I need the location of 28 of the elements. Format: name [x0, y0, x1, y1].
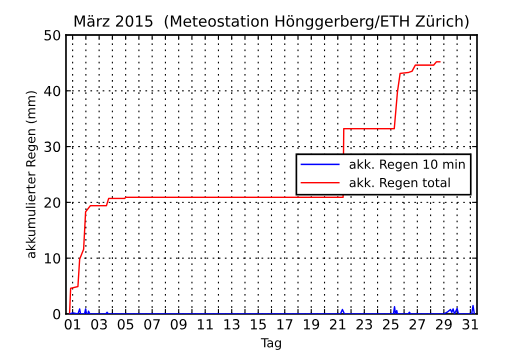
- x-tick-label: 21: [330, 319, 346, 330]
- x-tick-label: 15: [250, 319, 266, 330]
- line-series: [69, 304, 476, 314]
- y-axis-title: akkumulierter Regen (mm): [26, 91, 38, 258]
- x-tick-label: 11: [198, 319, 213, 330]
- x-tick-label: 27: [410, 319, 425, 330]
- x-tick-label: 07: [144, 319, 160, 330]
- y-tick-label: 40: [44, 86, 60, 96]
- y-tick-label: 50: [44, 30, 60, 40]
- x-tick-label: 25: [383, 319, 398, 330]
- legend-label: akk. Regen total: [350, 178, 450, 190]
- y-tick-label: 30: [44, 142, 60, 152]
- x-tick-label: 09: [170, 319, 187, 330]
- y-tick-label: 0: [53, 308, 60, 320]
- x-tick-label: 19: [304, 319, 320, 330]
- x-axis-title: Tag: [260, 338, 281, 350]
- x-tick-label: 31: [462, 319, 478, 330]
- x-tick-label: 05: [118, 319, 134, 330]
- x-tick-label: 01: [64, 319, 80, 330]
- y-tick-label: 20: [44, 197, 60, 208]
- x-tick-label: 03: [91, 319, 107, 330]
- chart-title: März 2015 (Meteostation Hönggerberg/ETH Zürich): [74, 15, 468, 30]
- x-tick-label: 29: [436, 319, 452, 330]
- y-tick-label: 10: [44, 253, 60, 264]
- x-tick-label: 17: [277, 319, 292, 330]
- x-tick-label: 13: [224, 319, 240, 330]
- x-tick-label: 23: [356, 319, 372, 330]
- legend-label: akk. Regen 10 min: [350, 159, 465, 172]
